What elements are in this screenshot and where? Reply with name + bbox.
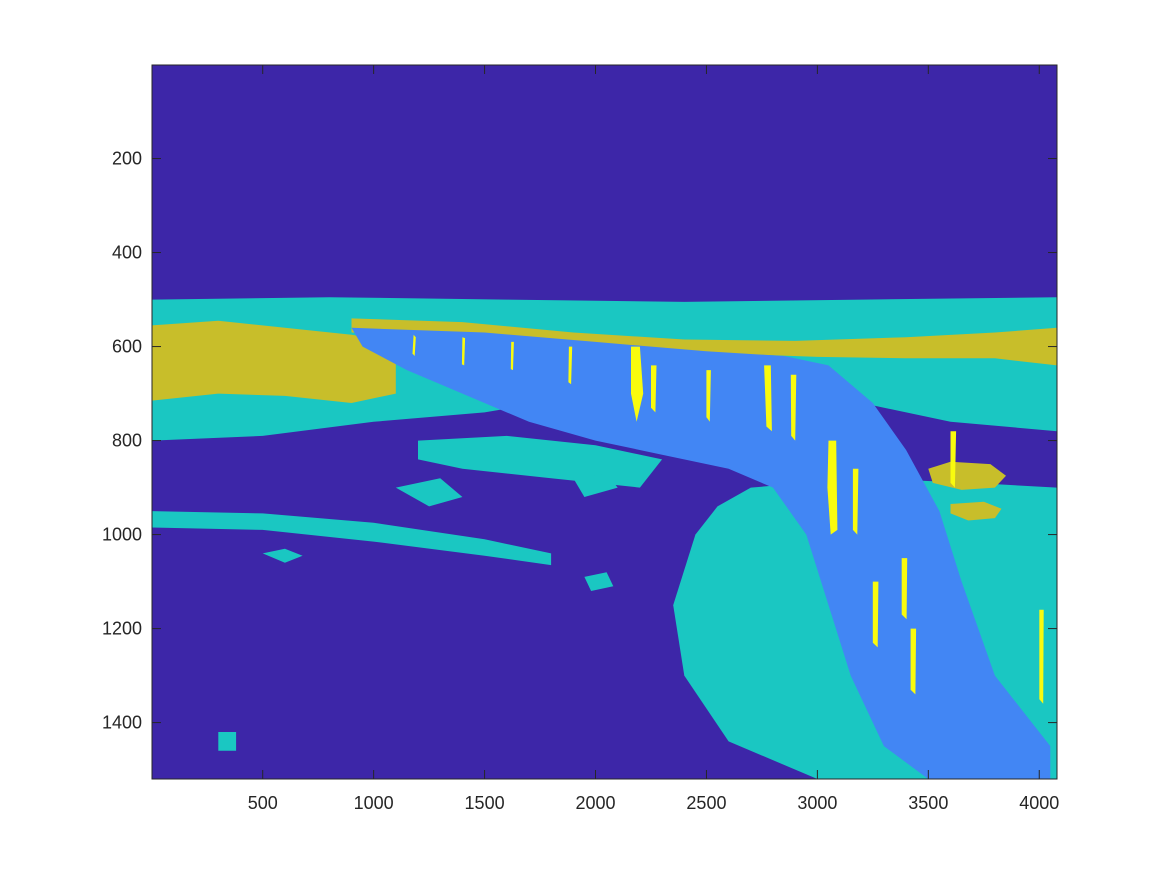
contour-region-level-1-wedge-8 (351, 327, 1051, 779)
contour-region-level-4-streak-11 (510, 341, 514, 371)
contour-region-level-2-blob-25 (262, 548, 303, 563)
contour-region-level-4-streak-13 (631, 346, 644, 422)
contour-region-level-2-blob-29 (218, 732, 237, 751)
x-tick-label-4000: 4000 (1019, 793, 1059, 813)
x-tick-label-1000: 1000 (354, 793, 394, 813)
x-tick-label-1500: 1500 (465, 793, 505, 813)
contour-region-level-2-blob-28 (584, 572, 614, 591)
contour-region-level-4-streak-12 (568, 346, 573, 385)
contour-region-level-4-streak-16 (764, 365, 772, 432)
y-tick-label-1400: 1400 (102, 713, 142, 733)
y-tick-label-1000: 1000 (102, 525, 142, 545)
y-tick-label-800: 800 (112, 431, 142, 451)
contour-region-level-4-streak-9 (412, 334, 416, 356)
contour-region-level-4-streak-22 (910, 628, 917, 695)
contour-region-level-4-streak-14 (651, 365, 657, 413)
contour-region-level-4-streak-18 (827, 440, 838, 535)
contour-region-level-4-streak-23 (950, 431, 957, 488)
contour-region-level-4-streak-17 (790, 374, 797, 441)
y-tick-label-1200: 1200 (102, 619, 142, 639)
y-tick-label-600: 600 (112, 337, 142, 357)
contour-region-level-2-blob-27 (573, 473, 618, 497)
contour-region-level-3-blob-7 (950, 501, 1002, 521)
contour-region-level-4-streak-19 (852, 468, 859, 535)
contour-region-level-3-blob-6 (928, 461, 1006, 490)
y-tick-label-200: 200 (112, 149, 142, 169)
contour-region-level-4-streak-15 (706, 370, 711, 422)
contour-region-level-4-streak-10 (461, 337, 466, 366)
contour-region-level-3-band-4 (152, 320, 396, 403)
x-tick-label-3500: 3500 (908, 793, 948, 813)
contour-region-level-4-streak-20 (872, 581, 879, 648)
contour-region-level-4-streak-21 (901, 558, 908, 620)
x-tick-label-500: 500 (248, 793, 278, 813)
x-tick-label-2500: 2500 (686, 793, 726, 813)
contour-regions (152, 297, 1057, 779)
x-axis: 500 1000 1500 2000 2500 3000 3500 4000 (248, 65, 1059, 813)
contour-region-level-2-band-1 (152, 511, 552, 566)
contour-region-level-4-streak-24 (1039, 609, 1044, 704)
x-tick-label-3000: 3000 (797, 793, 837, 813)
x-tick-label-2000: 2000 (575, 793, 615, 813)
plot-frame (151, 64, 1058, 780)
y-axis: 200 400 600 800 1000 1200 1400 (102, 149, 1057, 733)
y-tick-label-400: 400 (112, 243, 142, 263)
contour-region-level-3-band-5 (351, 318, 1057, 366)
contour-region-level-2-blob-26 (395, 478, 463, 507)
